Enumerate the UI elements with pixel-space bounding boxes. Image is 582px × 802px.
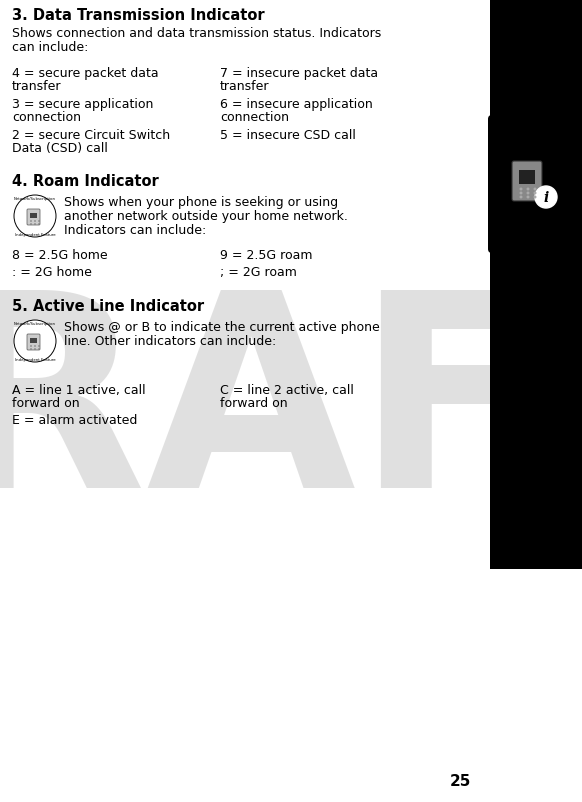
Circle shape	[30, 349, 32, 350]
FancyBboxPatch shape	[27, 210, 40, 225]
Circle shape	[527, 192, 530, 195]
Text: 2 = secure Circuit Switch: 2 = secure Circuit Switch	[12, 129, 170, 142]
Circle shape	[38, 224, 40, 225]
Text: : = 2G home: : = 2G home	[12, 265, 92, 279]
Circle shape	[38, 349, 40, 350]
Circle shape	[30, 221, 32, 222]
Circle shape	[534, 192, 537, 195]
Text: 25: 25	[449, 773, 471, 788]
Text: 9 = 2.5G roam: 9 = 2.5G roam	[220, 249, 313, 261]
Text: forward on: forward on	[12, 396, 80, 410]
Text: can include:: can include:	[12, 41, 88, 54]
Circle shape	[34, 224, 36, 225]
Text: 5. Active Line Indicator: 5. Active Line Indicator	[12, 298, 204, 314]
Text: 4. Roam Indicator: 4. Roam Indicator	[12, 174, 159, 188]
Circle shape	[534, 188, 537, 191]
Text: line. Other indicators can include:: line. Other indicators can include:	[64, 334, 276, 347]
Text: 4 = secure packet data: 4 = secure packet data	[12, 67, 159, 79]
Text: Network/Subscription: Network/Subscription	[14, 322, 56, 326]
FancyBboxPatch shape	[512, 162, 542, 202]
Text: Indicators can include:: Indicators can include:	[64, 224, 206, 237]
Text: Shows @ or B to indicate the current active phone: Shows @ or B to indicate the current act…	[64, 321, 379, 334]
FancyBboxPatch shape	[488, 115, 582, 253]
Circle shape	[34, 346, 36, 347]
FancyBboxPatch shape	[27, 334, 40, 350]
FancyBboxPatch shape	[30, 214, 37, 219]
Circle shape	[30, 346, 32, 347]
Circle shape	[14, 321, 56, 363]
FancyBboxPatch shape	[519, 171, 535, 184]
Text: 5 = insecure CSD call: 5 = insecure CSD call	[220, 129, 356, 142]
Text: C = line 2 active, call: C = line 2 active, call	[220, 383, 354, 396]
Circle shape	[30, 224, 32, 225]
Text: another network outside your home network.: another network outside your home networ…	[64, 209, 348, 223]
Text: transfer: transfer	[12, 79, 62, 93]
Text: Learning to Use Your Phone: Learning to Use Your Phone	[530, 257, 542, 463]
Text: 6 = insecure application: 6 = insecure application	[220, 98, 372, 111]
Ellipse shape	[535, 187, 557, 209]
Text: Independent Feature: Independent Feature	[15, 233, 55, 237]
Circle shape	[34, 221, 36, 222]
Circle shape	[14, 196, 56, 237]
Circle shape	[520, 192, 523, 195]
Text: E = alarm activated: E = alarm activated	[12, 414, 137, 427]
Text: Shows when your phone is seeking or using: Shows when your phone is seeking or usin…	[64, 196, 338, 209]
Circle shape	[34, 349, 36, 350]
Circle shape	[527, 196, 530, 199]
Text: i: i	[544, 191, 549, 205]
Text: Shows connection and data transmission status. Indicators: Shows connection and data transmission s…	[12, 26, 381, 40]
Text: 3. Data Transmission Indicator: 3. Data Transmission Indicator	[12, 8, 265, 23]
Text: 7 = insecure packet data: 7 = insecure packet data	[220, 67, 378, 79]
Circle shape	[534, 196, 537, 199]
Text: Independent Feature: Independent Feature	[15, 358, 55, 362]
FancyBboxPatch shape	[30, 338, 37, 343]
Text: 3 = secure application: 3 = secure application	[12, 98, 154, 111]
Text: DRAFT: DRAFT	[0, 282, 582, 543]
Text: A = line 1 active, call: A = line 1 active, call	[12, 383, 146, 396]
Text: forward on: forward on	[220, 396, 288, 410]
Text: 8 = 2.5G home: 8 = 2.5G home	[12, 249, 108, 261]
Text: connection: connection	[220, 111, 289, 124]
Circle shape	[527, 188, 530, 191]
Circle shape	[520, 188, 523, 191]
Circle shape	[520, 196, 523, 199]
Text: Network/Subscription: Network/Subscription	[14, 196, 56, 200]
Text: ; = 2G roam: ; = 2G roam	[220, 265, 297, 279]
Text: Data (CSD) call: Data (CSD) call	[12, 142, 108, 155]
FancyBboxPatch shape	[490, 0, 582, 569]
Text: transfer: transfer	[220, 79, 269, 93]
Circle shape	[38, 221, 40, 222]
Circle shape	[38, 346, 40, 347]
Text: connection: connection	[12, 111, 81, 124]
